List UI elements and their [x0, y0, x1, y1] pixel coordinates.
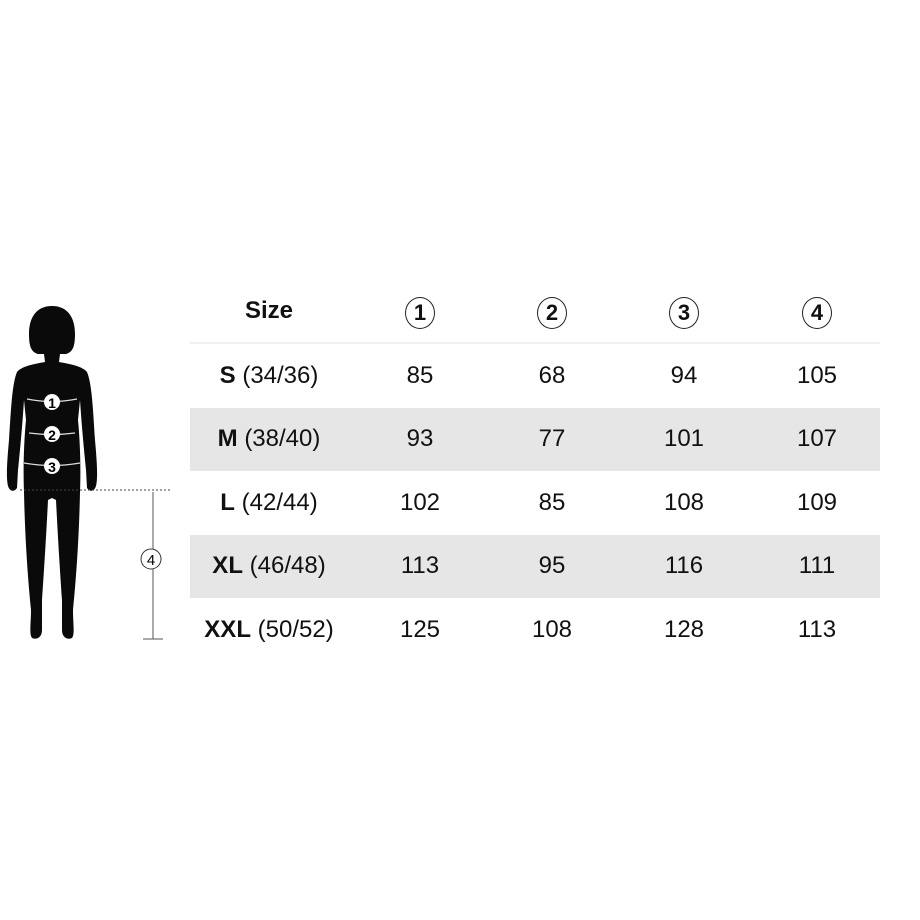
- table-row: L (42/44) 102 85 108 109: [190, 471, 880, 535]
- measure-marker-4-icon: 4: [140, 548, 162, 570]
- size-label: XXL (50/52): [204, 615, 334, 643]
- size-chart-table: Size 1 2 3 4 S (34/36) 85 68 94 105 M (38/40)…: [190, 280, 880, 662]
- table-row: XXL (50/52) 125 108 128 113: [190, 598, 880, 662]
- svg-text:4: 4: [147, 552, 155, 569]
- measure-2-value: 68: [538, 361, 566, 389]
- measure-1-value: 113: [400, 552, 440, 580]
- svg-text:3: 3: [48, 459, 56, 475]
- size-label: M (38/40): [217, 425, 321, 453]
- measure-1-value: 85: [406, 361, 434, 389]
- measure-4-value: 111: [798, 552, 836, 580]
- table-row: XL (46/48) 113 95 116 111: [190, 534, 880, 598]
- measure-3-value: 128: [663, 615, 705, 643]
- measure-4-value: 113: [797, 615, 837, 643]
- measure-2-value: 108: [531, 615, 573, 643]
- header-measure-3: 3: [669, 297, 699, 329]
- svg-text:1: 1: [48, 395, 56, 411]
- measure-2-value: 85: [538, 488, 566, 516]
- table-row: S (34/36) 85 68 94 105: [190, 344, 880, 408]
- header-measure-4: 4: [802, 297, 832, 329]
- measure-1-value: 93: [406, 425, 434, 453]
- measure-3-value: 116: [664, 552, 704, 580]
- measure-marker-3-icon: 3: [44, 458, 60, 475]
- measure-3-value: 101: [663, 425, 705, 453]
- body-silhouette-figure: 1 2 3 4: [6, 306, 172, 640]
- size-label: XL (46/48): [212, 552, 326, 580]
- measure-4-value: 105: [796, 361, 838, 389]
- measure-1-value: 125: [399, 615, 441, 643]
- measure-2-value: 95: [538, 552, 566, 580]
- measure-marker-2-icon: 2: [44, 426, 60, 443]
- svg-text:2: 2: [48, 427, 56, 443]
- measure-3-value: 94: [670, 361, 698, 389]
- measure-marker-1-icon: 1: [44, 394, 60, 411]
- measure-4-value: 109: [796, 488, 838, 516]
- measure-1-value: 102: [399, 488, 441, 516]
- table-row: M (38/40) 93 77 101 107: [190, 407, 880, 471]
- header-size: Size: [244, 297, 294, 324]
- header-measure-1: 1: [405, 297, 435, 329]
- header-measure-2: 2: [537, 297, 567, 329]
- size-label: L (42/44): [220, 488, 318, 516]
- size-label: S (34/36): [219, 361, 319, 389]
- measure-2-value: 77: [538, 425, 566, 453]
- table-header-row: Size 1 2 3 4: [190, 280, 880, 344]
- measure-3-value: 108: [663, 488, 705, 516]
- measure-4-value: 107: [796, 425, 838, 453]
